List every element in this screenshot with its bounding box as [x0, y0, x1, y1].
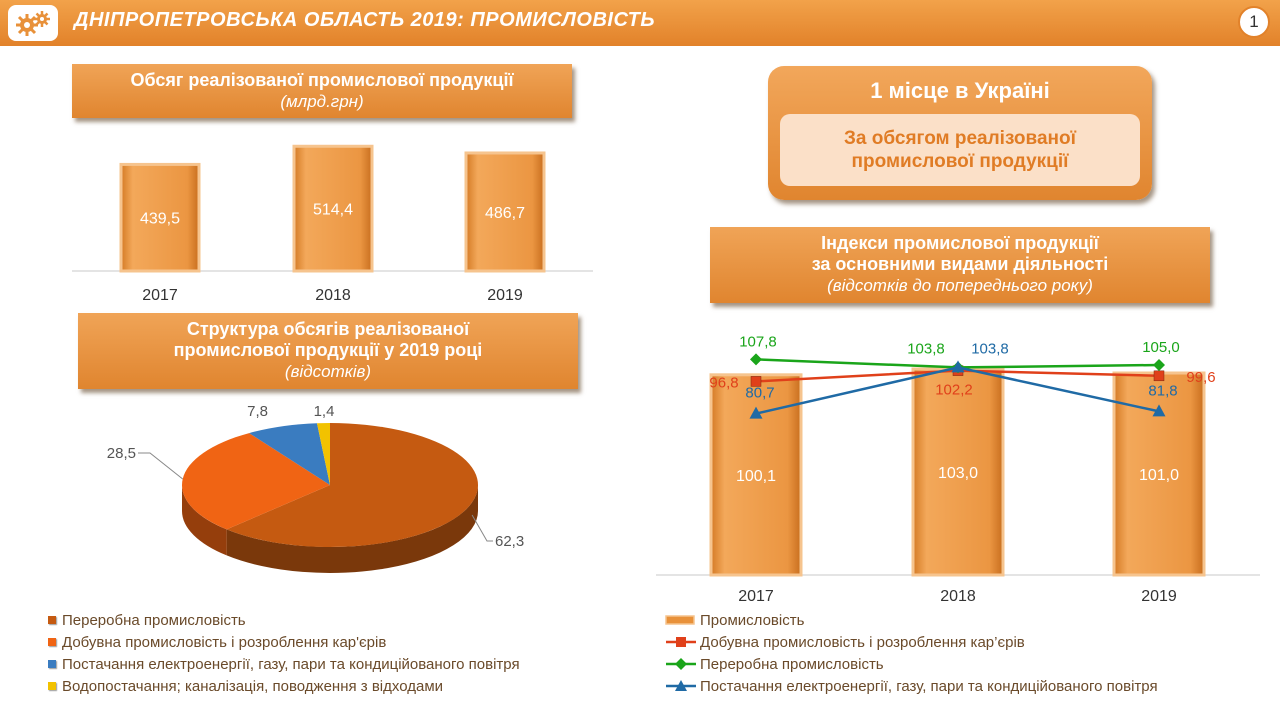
index-chart-title-line1: Індекси промислової продукції	[821, 233, 1099, 253]
series-marker	[1153, 370, 1165, 382]
legend-label: Промисловість	[700, 611, 805, 629]
ranking-box: 1 місце в Україні За обсягом реалізовано…	[768, 66, 1152, 200]
pie-slice	[182, 433, 330, 530]
legend-item: Добувна промисловість і розроблення кар'…	[48, 631, 520, 653]
legend-item: Переробна промисловість	[664, 653, 1158, 675]
legend-label: Добувна промисловість і розроблення кар'…	[62, 633, 387, 651]
pie-slice-label: 1,4	[314, 403, 335, 420]
volume-chart-title-box: Обсяг реалізованої промислової продукції…	[72, 64, 572, 118]
structure-chart-title-box: Структура обсягів реалізованої промислов…	[78, 313, 578, 389]
structure-chart-subtitle: (відсотків)	[284, 362, 372, 381]
gears-icon	[8, 5, 58, 41]
legend-swatch	[48, 638, 56, 646]
series-data-label: 96,8	[709, 374, 738, 391]
volume-bar-2017	[119, 162, 201, 273]
series-data-label: 105,0	[1142, 339, 1180, 356]
series-data-label: 103,8	[907, 340, 945, 357]
series-marker	[951, 360, 965, 373]
series-marker	[749, 406, 763, 419]
series-data-label: 107,8	[739, 333, 777, 350]
volume-bar-value-label: 439,5	[140, 211, 180, 228]
pie-slice	[316, 423, 330, 485]
index-chart-legend: Промисловість Добувна промисловість і роз…	[664, 609, 1158, 697]
index-x-tick-label: 2018	[940, 588, 976, 605]
legend-item: Добувна промисловість і розроблення кар’…	[664, 631, 1158, 653]
legend-item: Постачання електроенергії, газу, пари та…	[48, 653, 520, 675]
index-x-tick-label: 2017	[738, 588, 774, 605]
series-data-label: 102,2	[935, 382, 973, 399]
volume-chart-title: Обсяг реалізованої промислової продукції	[130, 70, 514, 90]
index-chart-subtitle: (відсотків до попереднього року)	[827, 276, 1093, 295]
volume-x-tick-label: 2018	[315, 287, 351, 304]
pie-leader-line	[138, 452, 184, 480]
volume-bar-2019	[464, 151, 546, 273]
volume-chart-subtitle: (млрд.грн)	[280, 92, 364, 111]
volume-bar-value-label: 514,4	[313, 202, 353, 219]
page-number-badge: 1	[1238, 6, 1270, 38]
structure-pie-legend: Переробна промисловість Добувна промислов…	[48, 609, 520, 697]
series-data-label: 80,7	[745, 385, 774, 402]
pie-slice	[249, 423, 330, 485]
series-marker	[1152, 404, 1166, 417]
index-bar-value-label: 103,0	[938, 465, 978, 482]
pie-slice-label: 28,5	[107, 445, 136, 462]
legend-swatch	[666, 637, 696, 647]
legend-label: Переробна промисловість	[62, 611, 246, 629]
ranking-place: 1 місце в Україні	[870, 78, 1050, 103]
index-bar-2018	[911, 367, 1005, 577]
legend-label: Постачання електроенергії, газу, пари та…	[700, 677, 1158, 695]
volume-bar-value-label: 486,7	[485, 205, 525, 222]
series-marker	[750, 376, 762, 387]
legend-item: Постачання електроенергії, газу, пари та…	[664, 675, 1158, 697]
legend-swatch	[666, 658, 696, 670]
pie-slice-label: 7,8	[247, 403, 268, 420]
index-chart-title-line2: за основними видами діяльності	[811, 254, 1109, 274]
pie-slice-side	[226, 485, 478, 573]
pie-slice	[226, 423, 478, 547]
volume-bar-chart: 439,5 2017 514,4 2018 486,7 2019	[72, 144, 593, 304]
series-data-label: 81,8	[1148, 382, 1177, 399]
legend-item: Переробна промисловість	[48, 609, 520, 631]
legend-label: Переробна промисловість	[700, 655, 884, 673]
legend-swatch	[665, 615, 695, 625]
pie-leader-line	[471, 514, 493, 542]
legend-swatch	[48, 682, 56, 690]
index-chart-title-box: Індекси промислової продукції за основни…	[710, 227, 1210, 303]
legend-label: Водопостачання; каналізація, поводження …	[62, 677, 444, 695]
index-bar-value-label: 100,1	[736, 468, 776, 485]
legend-label: Постачання електроенергії, газу, пари та…	[62, 655, 520, 673]
page-title: ДНІПРОПЕТРОВСЬКА ОБЛАСТЬ 2019: ПРОМИСЛОВ…	[74, 9, 656, 31]
structure-chart-title-line2: промислової продукції у 2019 році	[173, 340, 483, 360]
series-marker	[1153, 359, 1165, 371]
volume-x-tick-label: 2017	[142, 287, 178, 304]
structure-pie-chart: 62,3 28,5 7,8 1,4	[107, 403, 524, 573]
legend-swatch	[666, 680, 696, 691]
index-bar-value-label: 101,0	[1139, 467, 1179, 484]
series-marker	[750, 353, 762, 366]
volume-bar-2018	[292, 144, 374, 273]
series-data-label: 103,8	[971, 340, 1009, 357]
legend-swatch	[48, 616, 56, 624]
index-x-tick-label: 2019	[1141, 588, 1177, 605]
legend-swatch	[48, 660, 56, 668]
legend-item: Промисловість	[664, 609, 1158, 631]
index-combo-chart: 100,1 2017 103,0 2018 101,0 2019 96,8 102,2 99,6…	[656, 333, 1260, 605]
legend-item: Водопостачання; каналізація, поводження …	[48, 675, 520, 697]
pie-slice-side	[182, 485, 227, 556]
header-bar: ДНІПРОПЕТРОВСЬКА ОБЛАСТЬ 2019: ПРОМИСЛОВ…	[0, 0, 1280, 46]
series-data-label: 99,6	[1186, 369, 1215, 386]
pie-slice-label: 62,3	[495, 533, 524, 550]
structure-chart-title-line1: Структура обсягів реалізованої	[186, 319, 470, 339]
ranking-criterion-box: За обсягом реалізованої промислової прод…	[780, 114, 1140, 186]
volume-x-tick-label: 2019	[487, 287, 523, 304]
ranking-criterion: За обсягом реалізованої промислової прод…	[844, 128, 1076, 172]
legend-label: Добувна промисловість і розроблення кар’…	[700, 633, 1025, 651]
